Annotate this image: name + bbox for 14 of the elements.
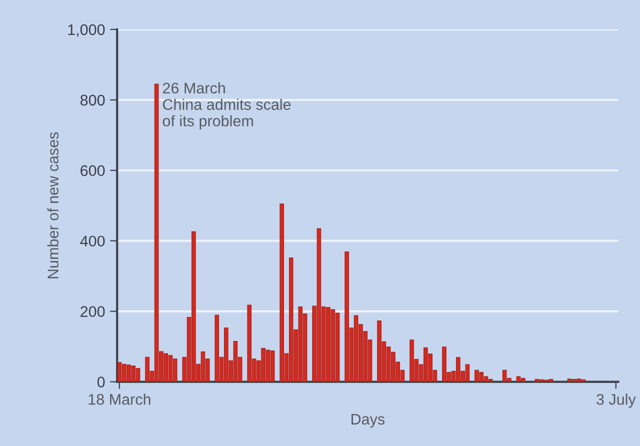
x-tick-label: 3 July bbox=[596, 394, 636, 408]
bar bbox=[520, 378, 526, 382]
y-tick-label: 200 bbox=[80, 306, 105, 317]
y-axis-title: Number of new cases bbox=[47, 132, 59, 278]
y-tick-label: 800 bbox=[80, 94, 105, 106]
annotation: 26 March China admits scale of its problem bbox=[162, 82, 291, 130]
y-tick-label: 1,000 bbox=[68, 24, 105, 37]
x-tick-label: 18 March bbox=[88, 394, 150, 405]
y-tick-label: 600 bbox=[80, 165, 105, 176]
bar bbox=[214, 314, 220, 382]
y-tick-label: 0 bbox=[97, 376, 105, 388]
x-axis-title: Days bbox=[352, 414, 385, 428]
y-tick-label: 400 bbox=[80, 236, 105, 247]
bar bbox=[172, 358, 178, 382]
